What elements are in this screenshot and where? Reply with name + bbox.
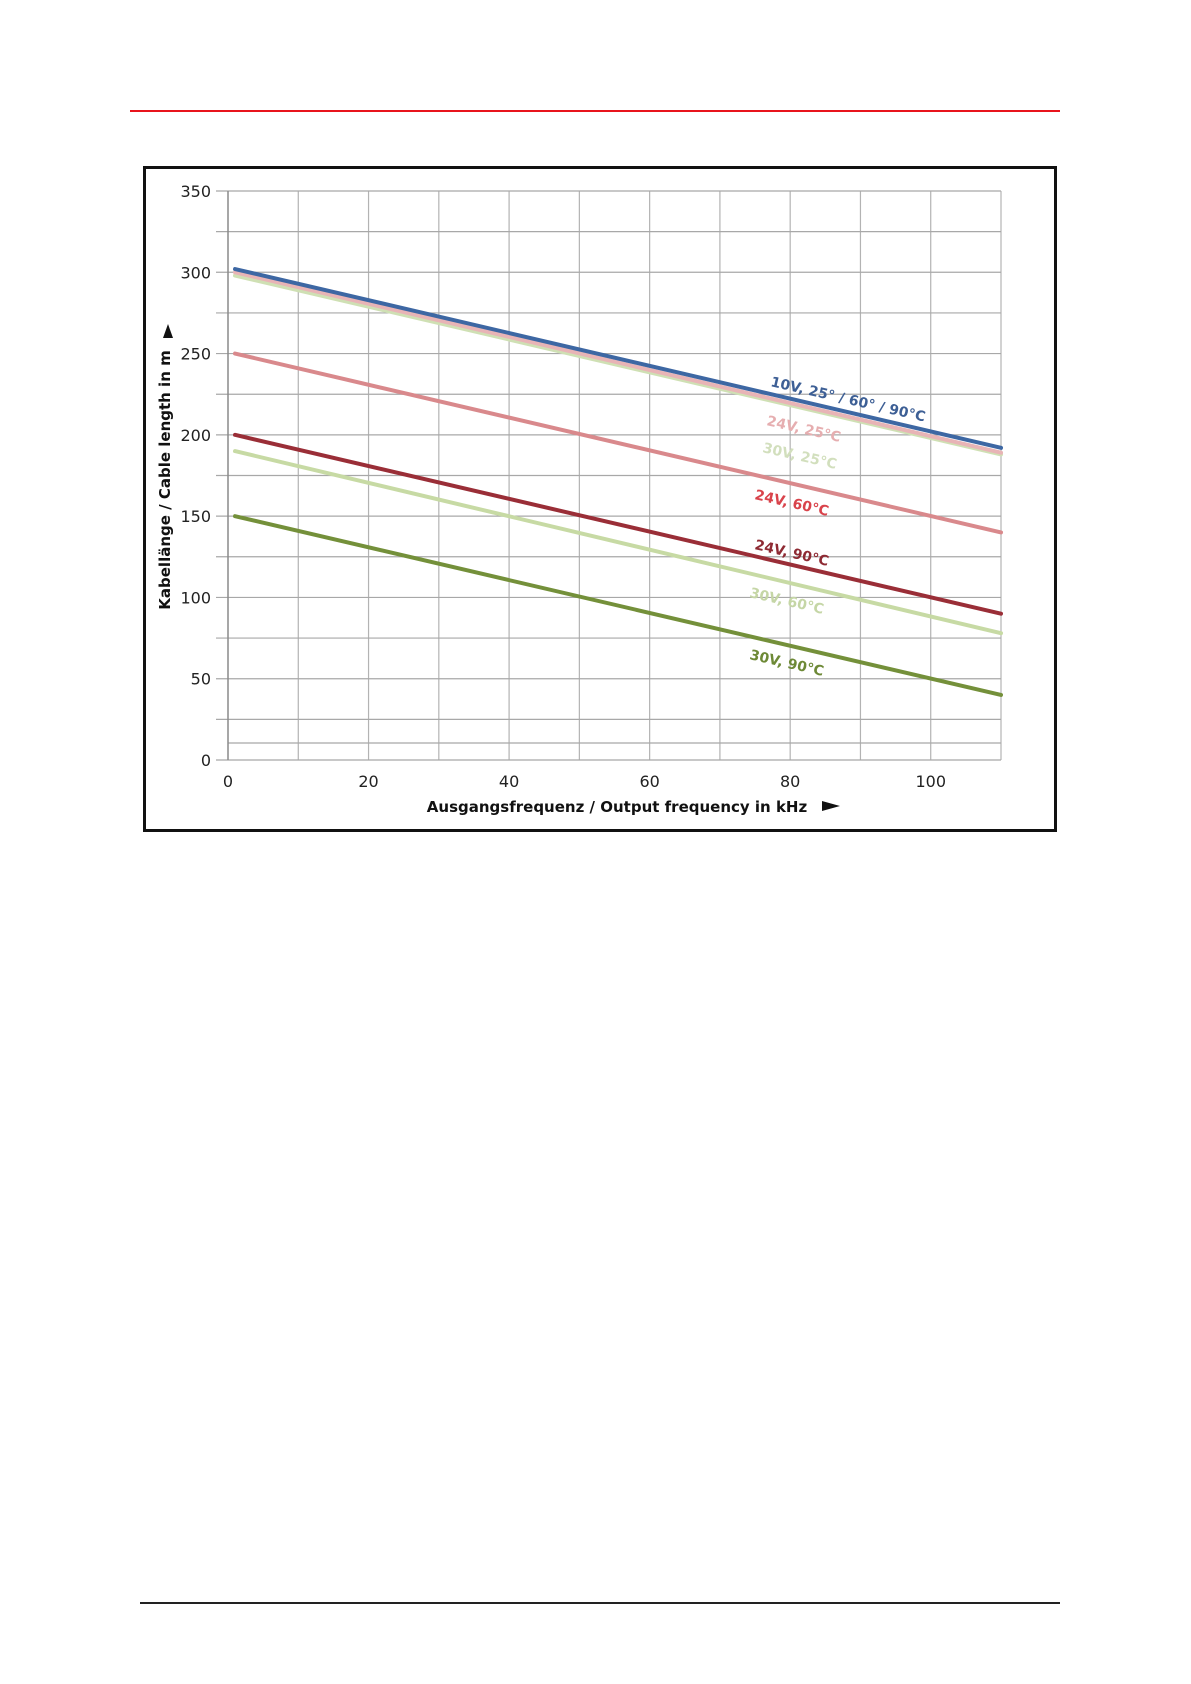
y-tick-label: 0 [201, 751, 211, 770]
y-axis-label: Kabellänge / Cable length in m [156, 350, 174, 609]
y-tick-label: 350 [180, 182, 211, 201]
cable-length-chart: 0 50 100 150 200 250 300 350 0 20 40 60 80 100 10V, 2… [156, 182, 1003, 816]
series-line [233, 514, 1003, 697]
chart-frame [143, 166, 1057, 832]
y-tick-label: 250 [180, 345, 211, 364]
series-line [233, 449, 1003, 636]
x-axis-label: Ausgangsfrequenz / Output frequency in k… [427, 798, 808, 816]
series-label: 30V, 25°C [761, 440, 838, 473]
y-tick-label: 50 [191, 670, 211, 689]
series-line [233, 267, 1003, 450]
x-tick-label: 100 [915, 772, 946, 791]
x-tick-label: 20 [358, 772, 378, 791]
y-tick-label: 100 [180, 588, 211, 607]
y-tick-label: 150 [180, 507, 211, 526]
header-rule [130, 110, 1060, 112]
y-axis-arrow-icon [163, 324, 173, 338]
series-lines [233, 267, 1003, 697]
series-line [233, 270, 1003, 455]
series-line [233, 432, 1003, 616]
tick-labels: 0 50 100 150 200 250 300 350 0 20 40 60 80 100 [180, 182, 946, 791]
x-tick-label: 0 [223, 772, 233, 791]
y-tick-label: 300 [180, 263, 211, 282]
series-line [233, 351, 1003, 535]
x-tick-label: 80 [780, 772, 800, 791]
series-label: 24V, 25°C [765, 413, 842, 446]
x-tick-label: 60 [639, 772, 659, 791]
y-tick-label: 200 [180, 426, 211, 445]
x-tick-label: 40 [499, 772, 519, 791]
x-axis-arrow-icon [822, 801, 840, 811]
grid [216, 190, 1002, 761]
footer-rule [140, 1602, 1060, 1604]
series-label: 24V, 60°C [753, 487, 830, 520]
